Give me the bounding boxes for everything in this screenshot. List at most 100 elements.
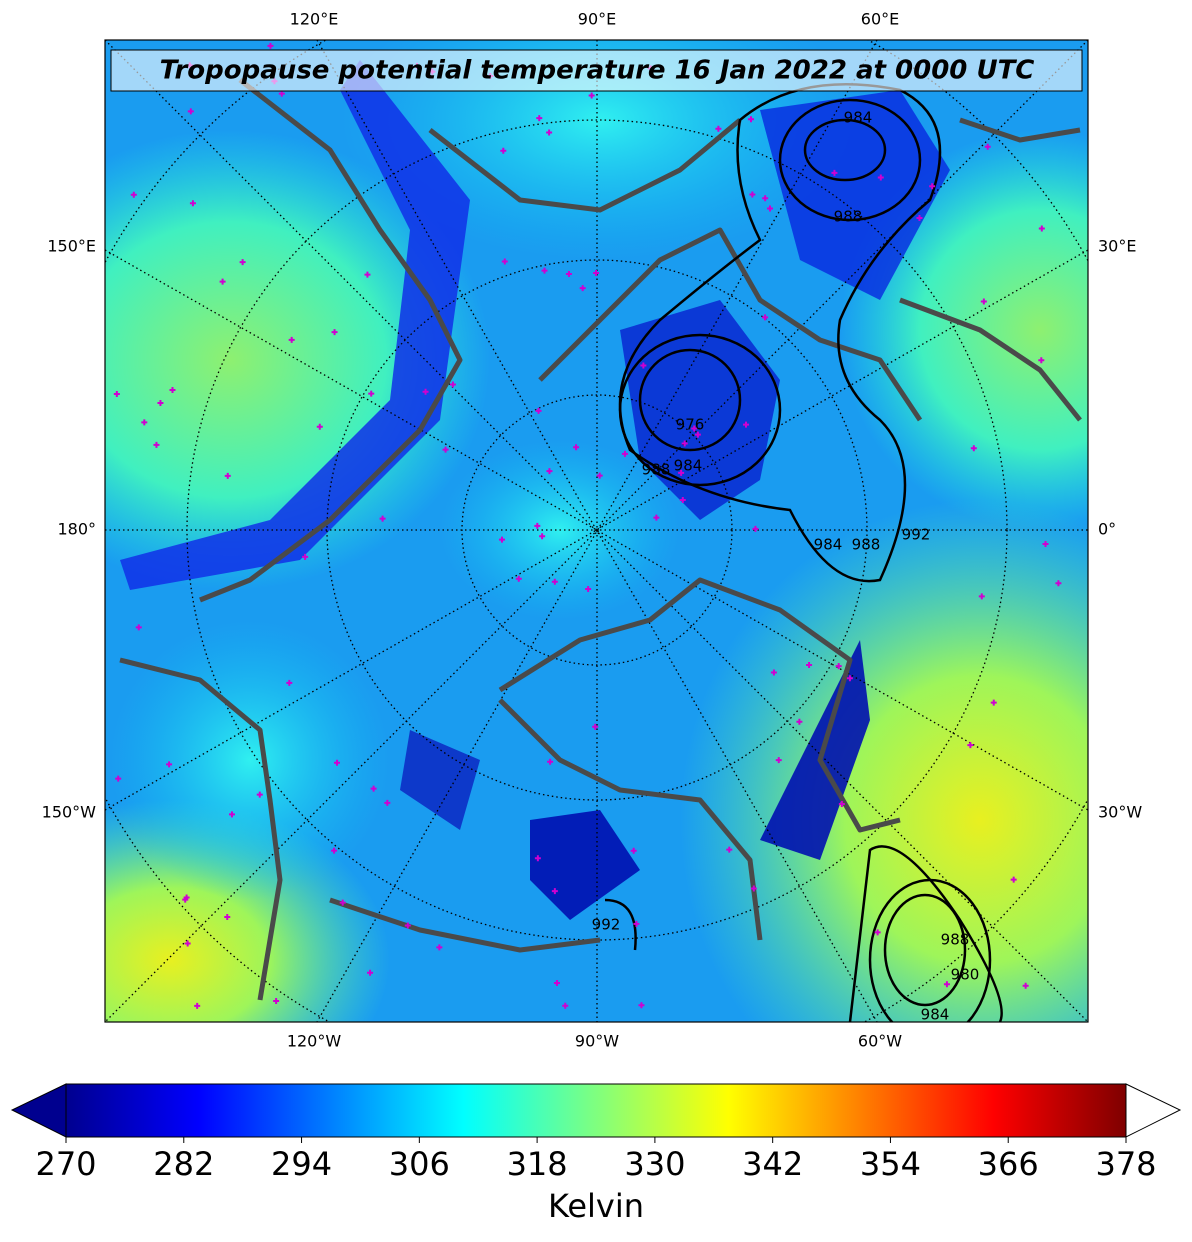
station-marker	[762, 195, 769, 202]
station-marker	[256, 791, 263, 798]
colorbar-tick-label: 354	[860, 1145, 921, 1183]
colorbar-extend-low	[10, 1083, 67, 1138]
station-marker	[750, 885, 757, 892]
station-marker	[267, 42, 274, 49]
station-marker	[224, 914, 231, 921]
station-marker	[916, 215, 923, 222]
station-marker	[653, 514, 660, 521]
station-marker	[978, 593, 985, 600]
contour-label: 988	[941, 931, 970, 949]
station-marker	[534, 522, 541, 529]
station-marker	[219, 278, 226, 285]
station-marker	[984, 143, 991, 150]
station-marker	[691, 425, 698, 432]
station-marker	[565, 270, 572, 277]
station-marker	[573, 444, 580, 451]
station-marker	[762, 314, 769, 321]
station-marker	[1010, 876, 1017, 883]
station-marker	[130, 191, 137, 198]
station-marker	[743, 421, 750, 428]
colorbar-tick-label: 318	[507, 1145, 568, 1183]
station-marker	[838, 800, 845, 807]
station-marker	[621, 450, 628, 457]
station-marker	[182, 896, 189, 903]
colorbar-tick-label: 306	[389, 1145, 450, 1183]
map-field	[105, 40, 1088, 1022]
colorbar-tick-label: 366	[978, 1145, 1039, 1183]
contour-label: 988	[852, 536, 881, 554]
station-marker	[153, 441, 160, 448]
station-marker	[239, 259, 246, 266]
station-marker	[588, 92, 595, 99]
station-marker	[726, 846, 733, 853]
station-marker	[681, 440, 688, 447]
station-marker	[770, 669, 777, 676]
station-marker	[113, 390, 120, 397]
station-marker	[929, 183, 936, 190]
station-marker	[980, 298, 987, 305]
contour-label: 976	[676, 416, 705, 434]
station-marker	[592, 723, 599, 730]
station-marker	[278, 90, 285, 97]
station-marker	[157, 399, 164, 406]
contour-label: 984	[814, 536, 843, 554]
station-marker	[169, 386, 176, 393]
station-marker	[748, 116, 755, 123]
station-marker	[184, 940, 191, 947]
station-marker	[316, 423, 323, 430]
station-marker	[534, 855, 541, 862]
station-marker	[877, 174, 884, 181]
station-marker	[189, 200, 196, 207]
station-marker	[775, 757, 782, 764]
colorbar-tick-label: 342	[742, 1145, 803, 1183]
lon-label: 90°W	[575, 1032, 619, 1051]
station-marker	[1038, 357, 1045, 364]
station-marker	[228, 811, 235, 818]
station-marker	[990, 699, 997, 706]
station-marker	[1042, 541, 1049, 548]
station-marker	[331, 329, 338, 336]
station-marker	[500, 147, 507, 154]
lon-label: 120°E	[290, 10, 339, 29]
station-marker	[831, 169, 838, 176]
lat-label: 30°E	[1098, 237, 1136, 256]
colorbar	[65, 1083, 1127, 1138]
colorbar-tick-label: 282	[153, 1145, 214, 1183]
station-marker	[596, 472, 603, 479]
station-marker	[970, 445, 977, 452]
colorbar-tick-label: 330	[624, 1145, 685, 1183]
contour-label: 992	[592, 916, 621, 934]
contour-label: 988	[834, 208, 863, 226]
station-marker	[368, 390, 375, 397]
contour-label: 984	[921, 1006, 950, 1024]
colorbar-extend-high	[1125, 1083, 1182, 1138]
station-marker	[115, 775, 122, 782]
station-marker	[135, 624, 142, 631]
station-marker	[286, 679, 293, 686]
lat-label: 150°E	[47, 237, 96, 256]
station-marker	[640, 362, 647, 369]
station-marker	[551, 578, 558, 585]
station-marker	[539, 533, 546, 540]
station-marker	[384, 799, 391, 806]
station-marker	[187, 108, 194, 115]
station-marker	[630, 847, 637, 854]
station-marker	[541, 267, 548, 274]
station-marker	[943, 981, 950, 988]
station-marker	[273, 998, 280, 1005]
station-marker	[535, 407, 542, 414]
contour-label: 980	[951, 966, 980, 984]
station-marker	[678, 469, 685, 476]
station-marker	[551, 888, 558, 895]
station-marker	[796, 718, 803, 725]
station-marker	[367, 969, 374, 976]
station-marker	[679, 497, 686, 504]
station-marker	[638, 1002, 645, 1009]
station-marker	[633, 920, 640, 927]
colorbar-tick-label: 270	[35, 1145, 96, 1183]
station-marker	[331, 847, 338, 854]
contour-label: 984	[844, 109, 873, 127]
station-marker	[449, 381, 456, 388]
